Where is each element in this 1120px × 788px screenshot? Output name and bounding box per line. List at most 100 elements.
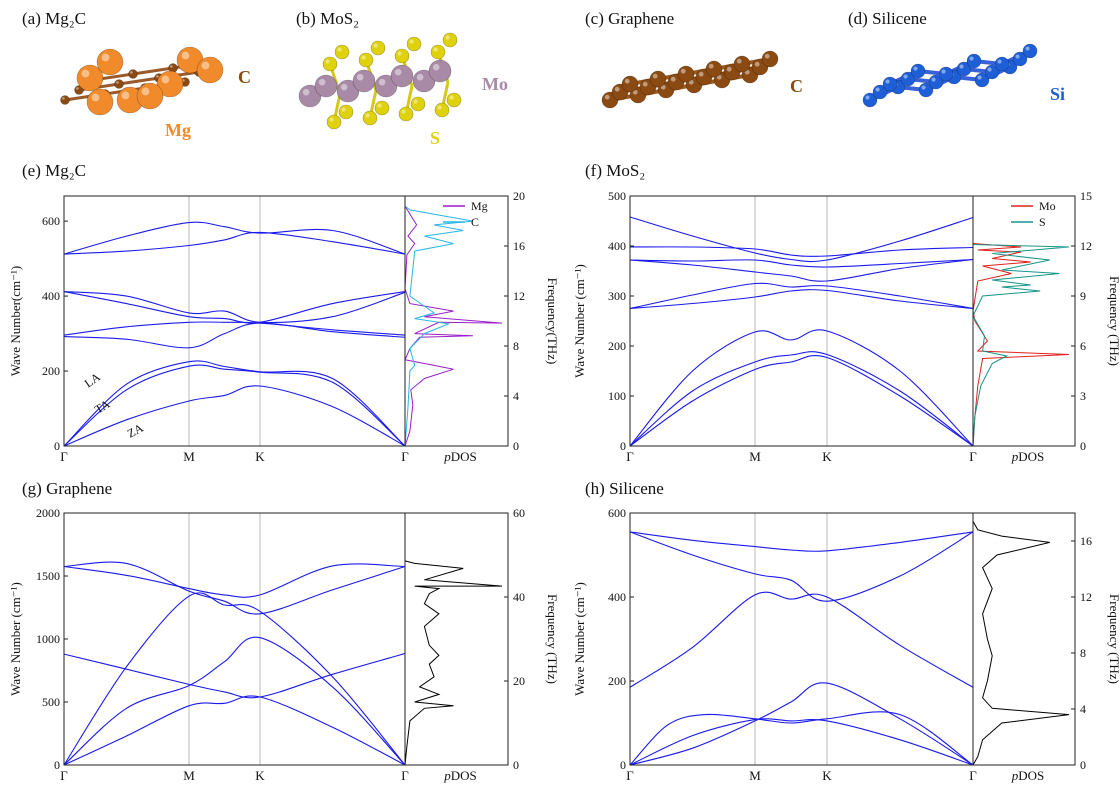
silicon-atom-highlight: [959, 64, 964, 69]
y2-tick-label: 16: [513, 239, 525, 253]
kpoint-label: K: [822, 768, 832, 783]
silicon-atom: [928, 74, 944, 90]
silicon-atom-highlight: [875, 87, 880, 92]
carbon-atom: [621, 75, 639, 93]
y2-tick-label: 16: [1080, 534, 1092, 548]
pdos-axis-label: pDOS: [1011, 768, 1045, 783]
carbon-atom: [649, 70, 667, 88]
sulfur-atom: [370, 40, 386, 56]
y2-tick-label: 6: [1080, 339, 1086, 353]
carbon-atom: [761, 50, 779, 68]
phonon-band: [629, 354, 974, 447]
panel-title: (g) Graphene: [22, 479, 112, 498]
y-tick-label: 400: [608, 239, 626, 253]
phonon-band: [63, 695, 406, 766]
carbon-atom: [733, 55, 751, 73]
silicon-atom-highlight: [865, 95, 870, 100]
y-axis-label: Wave Number (cm⁻¹): [572, 264, 587, 378]
carbon-atom-highlight: [660, 84, 666, 90]
carbon-atom-highlight: [156, 75, 159, 78]
carbon-atom: [128, 69, 138, 79]
phonon-band: [629, 258, 974, 268]
structure-title: (a) Mg₂C: [22, 9, 86, 28]
phonon-band: [629, 718, 974, 766]
kpoint-label: Γ: [60, 768, 68, 783]
phonon-band: [63, 291, 406, 324]
sulfur-atom-highlight: [445, 35, 450, 40]
kpoint-label: Γ: [401, 768, 409, 783]
sulfur-atom: [446, 92, 462, 108]
y2-tick-label: 3: [1080, 389, 1086, 403]
y2-tick-label: 4: [513, 389, 519, 403]
plot-frame: [629, 195, 1076, 447]
kpoint-label: Γ: [969, 768, 977, 783]
sulfur-atom: [410, 96, 426, 112]
carbon-atom: [677, 65, 695, 83]
pdos-curve: [404, 205, 503, 447]
silicon-atom-highlight: [885, 79, 890, 84]
y2-tick-label: 60: [513, 506, 525, 520]
branch-label: ZA: [125, 421, 146, 441]
structure-panel: (b) MoS₂ Mo S: [296, 9, 508, 148]
molybdenum-atom-highlight: [356, 73, 364, 81]
branch-label: LA: [82, 370, 103, 391]
silicon-atom: [1022, 43, 1038, 59]
silicon-atom-highlight: [931, 77, 936, 82]
sulfur-atom: [358, 52, 374, 68]
legend-label: Mo: [1039, 199, 1056, 213]
carbon-atom-highlight: [764, 53, 770, 59]
carbon-atom-highlight: [680, 68, 686, 74]
y-tick-label: 200: [608, 674, 626, 688]
carbon-atom-highlight: [62, 97, 65, 100]
carbon-atom-highlight: [182, 79, 185, 82]
molybdenum-atom: [390, 64, 414, 88]
y2-axis-label: Frequency(THz): [545, 278, 560, 365]
legend-label: Mg: [471, 199, 488, 213]
sulfur-atom: [442, 32, 458, 48]
sulfur-atom: [430, 44, 446, 60]
kpoint-label: K: [822, 449, 832, 464]
pdos-axis-label: pDOS: [443, 768, 477, 783]
kpoint-label: K: [255, 449, 265, 464]
y2-tick-label: 4: [1080, 702, 1086, 716]
carbon-atom-highlight: [624, 78, 630, 84]
carbon-atom-highlight: [604, 94, 610, 100]
pdos-label-rest: DOS: [451, 768, 477, 783]
magnesium-atom-highlight: [201, 61, 210, 70]
magnesium-atom-highlight: [81, 69, 90, 78]
pdos-curve: [404, 560, 503, 766]
pdos-label-rest: DOS: [1018, 449, 1044, 464]
sulfur-atom: [362, 110, 378, 126]
sulfur-atom: [406, 36, 422, 52]
molybdenum-atom-highlight: [394, 68, 402, 76]
y2-axis-label: Frequency (THz): [1107, 594, 1120, 684]
phonon-band: [63, 221, 406, 255]
carbon-atom-highlight: [670, 76, 676, 82]
phonon-band: [629, 258, 974, 282]
molybdenum-atom: [336, 79, 360, 103]
y2-tick-label: 40: [513, 590, 525, 604]
phonon-band: [63, 321, 406, 336]
magnesium-atom: [136, 82, 164, 110]
carbon-atom-highlight: [726, 66, 732, 72]
sulfur-atom-highlight: [401, 109, 406, 114]
carbon-atom-highlight: [652, 73, 658, 79]
plot-frame: [629, 512, 1076, 766]
magnesium-atom-highlight: [161, 75, 170, 84]
legend-label: C: [471, 215, 479, 229]
sulfur-atom-highlight: [413, 99, 418, 104]
y-tick-label: 0: [620, 758, 626, 772]
kpoint-label: M: [183, 449, 195, 464]
carbon-atom-highlight: [76, 87, 79, 90]
atom-label-s: S: [430, 128, 440, 148]
y-axis-label: Wave Number (cm⁻¹): [572, 582, 587, 696]
y2-tick-label: 0: [1080, 439, 1086, 453]
magnesium-atom: [96, 48, 124, 76]
sulfur-atom: [374, 100, 390, 116]
atom-label-mg: Mg: [165, 120, 191, 140]
y-tick-label: 400: [42, 289, 60, 303]
magnesium-atom-highlight: [141, 87, 150, 96]
magnesium-atom-highlight: [121, 91, 130, 100]
carbon-atom-highlight: [614, 86, 620, 92]
